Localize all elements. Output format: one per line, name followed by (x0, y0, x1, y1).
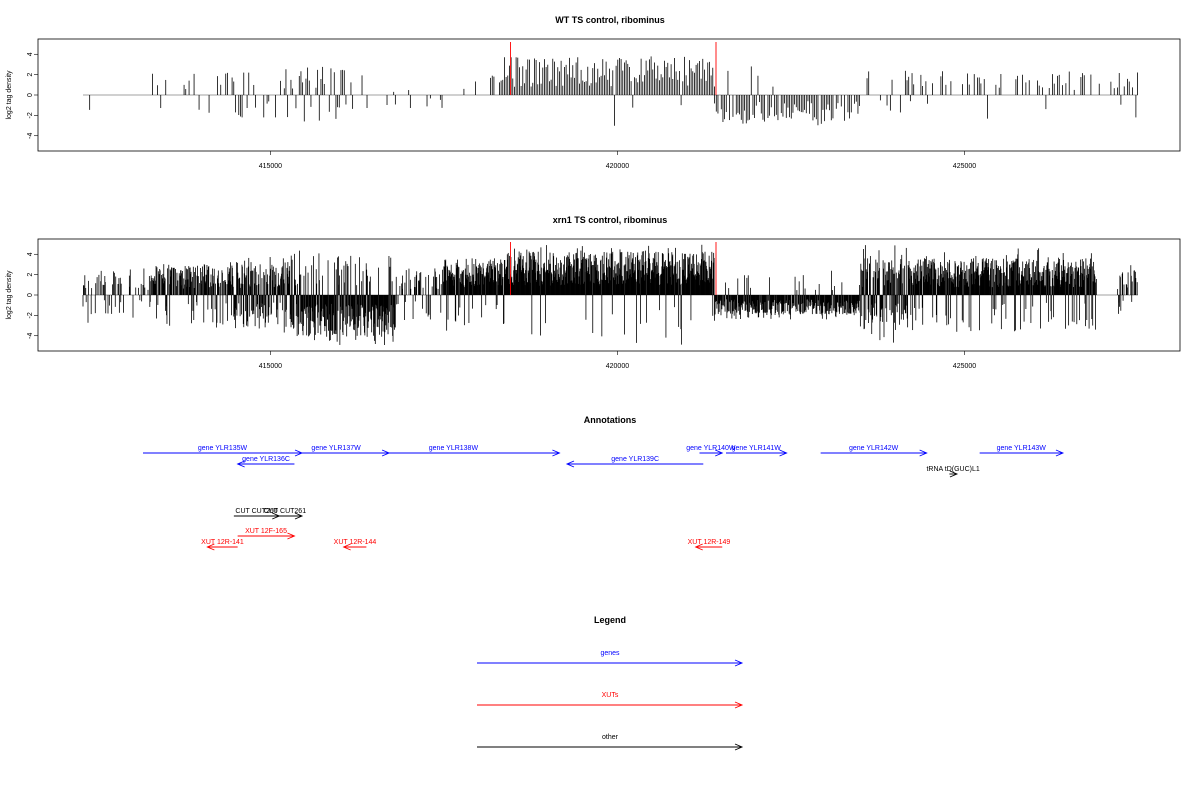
arrow-head (734, 701, 744, 709)
legend-label-other: other (602, 734, 619, 741)
y-tick-label: 0 (27, 293, 34, 297)
feature-arrow (565, 460, 704, 468)
feature-arrow (694, 543, 723, 551)
feature-label: gene YLR139C (611, 456, 659, 463)
arrow-head (552, 449, 561, 457)
x-tick-label: 425000 (953, 163, 976, 170)
feature-label: gene YLR142W (849, 445, 899, 452)
feature-arrow (206, 543, 238, 551)
feature-label: CUT CUT261 (264, 508, 306, 515)
legend-label-XUTs: XUTs (602, 692, 619, 699)
feature-arrow (726, 449, 788, 457)
arrow-head (694, 543, 703, 551)
x-tick-label: 415000 (259, 363, 282, 370)
arrow-head (236, 460, 245, 468)
x-tick-label: 415000 (259, 163, 282, 170)
panel-1: -4 -2 0 2 4 log2 tag density 415000 420000 42500… (6, 38, 1181, 170)
panel-2: -4 -2 0 2 4 log2 tag density 415000 420000 42500… (6, 238, 1181, 370)
feature-label: XUT 12R-149 (688, 539, 731, 546)
feature-label: XUT 12R-144 (334, 539, 377, 546)
annotation-track: gene YLR135W gene YLR136C gene YLR137W gene… (143, 445, 1065, 551)
feature-arrow (347, 449, 561, 457)
arrow-head (1055, 449, 1065, 457)
x-tick-label: 420000 (606, 363, 629, 370)
y-tick-label: -4 (27, 333, 34, 339)
arrow-head (287, 532, 296, 540)
legend-label-genes: genes (600, 650, 620, 657)
feature-label: gene YLR138W (429, 445, 479, 452)
legend-arrow-other (477, 743, 744, 751)
x-tick-label: 425000 (953, 363, 976, 370)
feature-arrow (236, 460, 295, 468)
arrow-head (919, 449, 928, 457)
bar-series (89, 56, 1138, 126)
feature-arrow (342, 543, 367, 551)
feature-arrow (699, 449, 724, 457)
feature-arrow (237, 532, 296, 540)
legend-title: Legend (594, 615, 626, 625)
arrow-head (734, 743, 744, 751)
y-axis-label: log2 tag density (6, 270, 13, 320)
y-tick-label: 4 (27, 252, 34, 256)
feature-label: gene YLR141W (732, 445, 782, 452)
feature-label: tRNA tD(GUC)L1 (926, 466, 979, 473)
feature-arrow (949, 470, 959, 478)
feature-arrow (979, 449, 1065, 457)
feature-label: gene YLR136C (242, 456, 290, 463)
panel2-title: xrn1 TS control, ribominus (553, 215, 668, 225)
y-tick-label: -2 (27, 112, 34, 118)
arrow-head (779, 449, 788, 457)
arrow-head (294, 512, 304, 520)
y-tick-label: 2 (27, 273, 34, 277)
legend-arrow-XUTs (477, 701, 744, 709)
feature-label: XUT 12F-165 (245, 528, 287, 535)
arrow-head (206, 543, 215, 551)
y-tick-label: -4 (27, 133, 34, 139)
feature-arrow (820, 449, 928, 457)
annotations-title: Annotations (584, 415, 637, 425)
arrow-head (342, 543, 351, 551)
y-tick-label: 0 (27, 93, 34, 97)
feature-label: XUT 12R-141 (201, 539, 244, 546)
arrow-head (565, 460, 575, 468)
bar-series (82, 244, 1138, 345)
y-tick-label: 2 (27, 73, 34, 77)
feature-label: CUT CUT260 (235, 508, 277, 515)
arrow-head (715, 449, 724, 457)
feature-label: gene YLR143W (997, 445, 1047, 452)
x-tick-label: 420000 (606, 163, 629, 170)
feature-label: gene YLR137W (311, 445, 361, 452)
track-panels: -4 -2 0 2 4 log2 tag density 415000 420000 42500… (6, 38, 1181, 370)
legend: genes XUTs other (477, 650, 744, 751)
feature-label: gene YLR140W (686, 445, 736, 452)
panel1-title: WT TS control, ribominus (555, 15, 665, 25)
y-axis-label: log2 tag density (6, 70, 13, 120)
arrow-head (734, 659, 744, 667)
y-tick-label: -2 (27, 312, 34, 318)
feature-arrow (267, 512, 304, 520)
arrow-head (949, 470, 959, 478)
legend-arrow-genes (477, 659, 744, 667)
y-tick-label: 4 (27, 52, 34, 56)
feature-label: gene YLR135W (198, 445, 248, 452)
